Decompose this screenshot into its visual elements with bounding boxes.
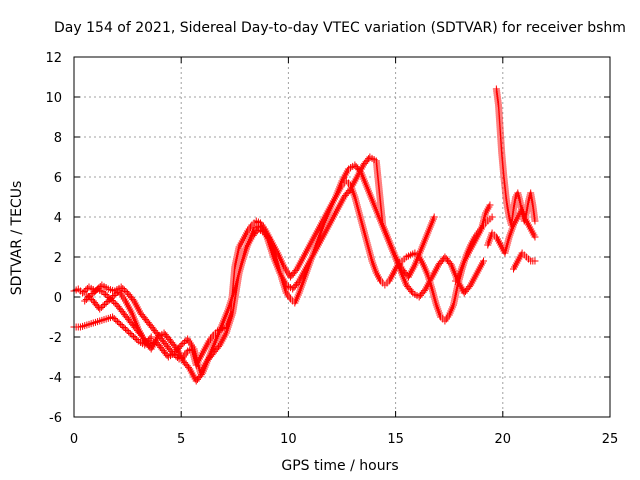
data-series [70,85,539,385]
y-tick-label: -4 [49,371,62,386]
y-tick-label: 2 [54,251,62,266]
y-tick-label: 4 [54,211,62,226]
y-axis-label: SDTVAR / TECUs [9,181,25,296]
data-point-markers [83,153,438,385]
series-track-f [484,205,539,257]
data-point-markers [484,205,539,257]
y-tick-label: 0 [54,291,62,306]
x-tick-label: 25 [602,432,619,447]
x-tick-label: 15 [387,432,404,447]
x-tick-label: 10 [280,432,297,447]
series-track-g [510,249,539,273]
y-tick-label: 8 [54,131,62,146]
series-track-c [83,153,438,385]
y-tick-label: -6 [49,411,62,426]
data-point-markers [452,201,494,285]
x-tick-label: 5 [177,432,185,447]
y-tick-label: 12 [45,51,62,66]
series-track-e [492,85,539,229]
y-tick-label: 10 [45,91,62,106]
data-point-markers [492,85,539,229]
axis-ticks: 0 5 10 15 20 25 -6 -4 -2 0 2 4 6 8 10 12 [45,51,618,447]
data-point-markers [510,249,539,273]
x-tick-label: 0 [70,432,78,447]
chart-title: Day 154 of 2021, Sidereal Day-to-day VTE… [54,20,626,36]
plot-frame [73,56,611,418]
x-tick-label: 20 [495,432,512,447]
y-tick-label: 6 [54,171,62,186]
grid-lines [74,57,610,417]
series-track-h [452,201,494,285]
y-tick-label: -2 [49,331,62,346]
x-axis-label: GPS time / hours [281,458,398,474]
